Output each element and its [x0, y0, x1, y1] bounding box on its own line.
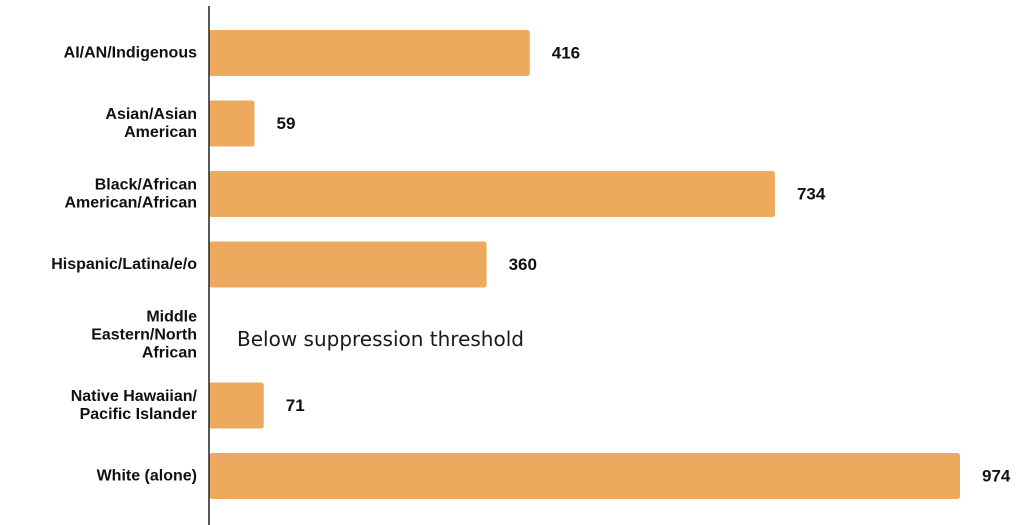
category-label-2: Black/African American/African — [65, 177, 198, 212]
bar-0 — [209, 30, 530, 76]
category-label-4: Middle Eastern/North African — [91, 309, 197, 362]
value-label-3: 360 — [509, 255, 537, 274]
category-label-5: Native Hawaiian/Pacific Islander — [71, 388, 198, 423]
category-label-1: Asian/Asian American — [105, 106, 197, 141]
bar-5 — [209, 382, 264, 429]
bar-2 — [209, 171, 775, 217]
value-label-6: 974 — [982, 467, 1011, 486]
bar-3 — [209, 241, 487, 288]
annotations-group: Below suppression threshold — [237, 327, 524, 351]
category-labels-group: AI/AN/Indigenous Asian/Asian American Black… — [51, 45, 197, 485]
bar-6 — [209, 453, 960, 499]
value-label-5: 71 — [286, 396, 305, 415]
category-label-0: AI/AN/Indigenous — [64, 45, 197, 62]
bar-1 — [209, 100, 255, 147]
value-label-1: 59 — [276, 114, 295, 133]
category-label-6: White (alone) — [97, 468, 197, 485]
annotation-0: Below suppression threshold — [237, 327, 524, 351]
value-labels-group: 416 59 734 360 71 974 — [276, 44, 1010, 486]
category-label-3: Hispanic/Latina/e/o — [51, 256, 197, 273]
bars-group — [209, 30, 960, 499]
value-label-2: 734 — [797, 185, 826, 204]
value-label-0: 416 — [552, 44, 580, 63]
